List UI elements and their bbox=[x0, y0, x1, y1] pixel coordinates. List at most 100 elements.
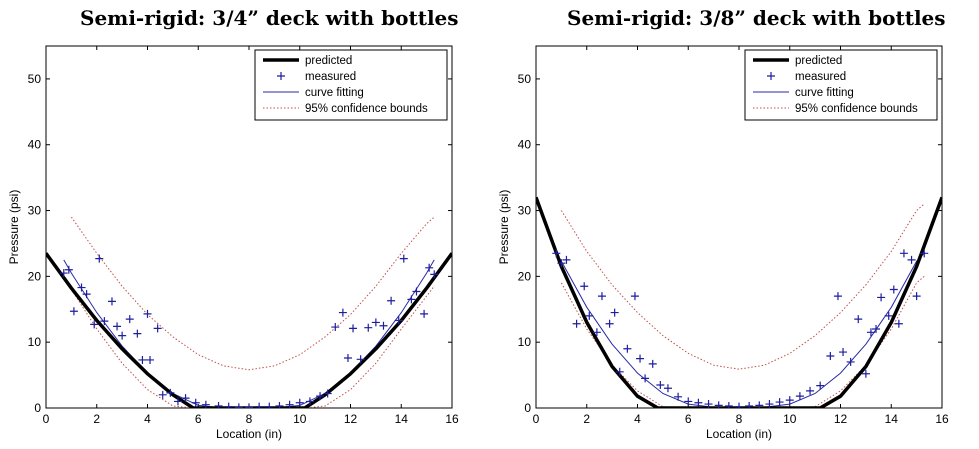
confidence-bound-line bbox=[560, 203, 925, 370]
measured-point bbox=[724, 402, 733, 408]
plot-series-group bbox=[46, 216, 452, 408]
measured-point bbox=[552, 249, 561, 258]
measured-point bbox=[597, 292, 606, 301]
measured-point bbox=[158, 390, 167, 399]
chart-title-right: Semi-rigid: 3/8” deck with bottles bbox=[567, 6, 946, 30]
y-tick-label: 0 bbox=[34, 401, 41, 415]
x-axis-label: Location (in) bbox=[706, 427, 772, 441]
y-tick-label: 30 bbox=[518, 204, 532, 218]
x-tick-label: 8 bbox=[246, 412, 253, 426]
measured-point bbox=[592, 328, 601, 337]
measured-point bbox=[113, 322, 122, 331]
x-tick-label: 12 bbox=[834, 412, 848, 426]
measured-point bbox=[285, 400, 294, 408]
y-tick-label: 40 bbox=[28, 138, 42, 152]
measured-point bbox=[674, 392, 683, 401]
x-tick-label: 8 bbox=[736, 412, 743, 426]
measured-point bbox=[107, 297, 116, 306]
measured-point bbox=[854, 315, 863, 324]
measured-point bbox=[846, 357, 855, 366]
measured-point bbox=[166, 388, 175, 397]
measured-point bbox=[615, 367, 624, 376]
measured-point bbox=[394, 316, 403, 325]
legend-label: 95% confidence bounds bbox=[305, 103, 428, 115]
x-tick-label: 10 bbox=[293, 412, 307, 426]
chart-left: 0 2 4 6 8 10 12 14 16 0 10 20 30 40 50 Location (in) Pre… bbox=[7, 45, 459, 441]
measured-point bbox=[775, 398, 784, 407]
measured-point bbox=[399, 254, 408, 263]
measured-point bbox=[153, 324, 162, 333]
measured-point bbox=[694, 398, 703, 407]
measured-point bbox=[580, 282, 589, 291]
x-tick-label: 14 bbox=[885, 412, 899, 426]
x-tick-label: 14 bbox=[395, 412, 409, 426]
measured-point bbox=[656, 380, 665, 389]
x-tick-label: 16 bbox=[445, 412, 459, 426]
measured-point bbox=[833, 292, 842, 301]
y-tick-label: 20 bbox=[518, 269, 532, 283]
predicted-line bbox=[46, 252, 452, 408]
measured-point bbox=[557, 259, 566, 268]
measured-point bbox=[331, 323, 340, 332]
x-tick-label: 2 bbox=[583, 412, 590, 426]
measured-point bbox=[425, 263, 434, 272]
measured-point bbox=[866, 328, 875, 337]
measured-point bbox=[356, 355, 365, 364]
measured-point bbox=[138, 355, 147, 364]
measured-point bbox=[181, 394, 190, 403]
x-tick-label: 6 bbox=[195, 412, 202, 426]
measured-point bbox=[343, 353, 352, 362]
measured-point bbox=[765, 400, 774, 408]
y-tick-label: 10 bbox=[518, 335, 532, 349]
measured-point bbox=[305, 397, 314, 406]
measured-point bbox=[59, 269, 68, 278]
measured-point bbox=[877, 293, 886, 302]
measured-point bbox=[585, 311, 594, 320]
y-tick-label: 30 bbox=[28, 204, 42, 218]
measured-point bbox=[745, 402, 754, 408]
x-axis-label: Location (in) bbox=[216, 427, 282, 441]
measured-point bbox=[275, 402, 284, 408]
measured-point bbox=[364, 323, 373, 332]
chart-right: 0 2 4 6 8 10 12 14 16 0 10 20 30 40 50 Location (in) Pre… bbox=[497, 45, 949, 441]
measured-point bbox=[816, 381, 825, 390]
chart-title-left: Semi-rigid: 3/4” deck with bottles bbox=[80, 6, 459, 30]
predicted-line bbox=[536, 196, 942, 408]
measured-point bbox=[795, 392, 804, 401]
curve-fitting-line bbox=[63, 259, 435, 408]
measured-point bbox=[316, 392, 325, 401]
legend-label: predicted bbox=[305, 55, 352, 67]
measured-point bbox=[201, 400, 210, 408]
measured-point bbox=[245, 403, 253, 408]
measured-point bbox=[610, 308, 619, 317]
y-tick-label: 50 bbox=[518, 72, 532, 86]
measured-point bbox=[387, 296, 396, 305]
measured-point bbox=[861, 369, 870, 378]
measured-point bbox=[82, 290, 91, 299]
measured-point bbox=[69, 307, 78, 316]
legend-label: measured bbox=[305, 71, 356, 83]
measured-point bbox=[636, 354, 645, 363]
measured-point bbox=[323, 389, 332, 398]
legend-measured-swatch bbox=[277, 72, 285, 80]
measured-point bbox=[100, 317, 109, 326]
measured-point bbox=[118, 331, 127, 340]
measured-point bbox=[735, 402, 743, 408]
measured-point bbox=[562, 255, 571, 264]
measured-point bbox=[785, 396, 794, 405]
x-tick-label: 0 bbox=[533, 412, 540, 426]
measured-point bbox=[371, 318, 380, 327]
measured-point bbox=[704, 400, 713, 408]
legend-label: measured bbox=[795, 71, 846, 83]
y-axis-label: Pressure (psi) bbox=[7, 190, 21, 265]
measured-point bbox=[894, 319, 903, 328]
measured-point bbox=[623, 344, 632, 353]
measured-point bbox=[95, 254, 104, 263]
legend-label: curve fitting bbox=[305, 87, 364, 99]
measured-point bbox=[265, 402, 274, 408]
measured-point bbox=[889, 285, 898, 294]
measured-point bbox=[420, 309, 429, 318]
measured-point bbox=[173, 397, 182, 406]
y-tick-label: 40 bbox=[518, 138, 532, 152]
measured-point bbox=[133, 329, 142, 338]
